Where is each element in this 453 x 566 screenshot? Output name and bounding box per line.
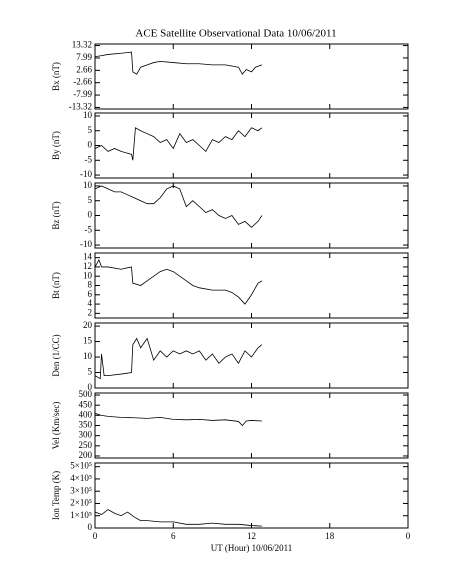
data-line (94, 127, 263, 161)
y-tick-label: 350 (79, 420, 93, 430)
y-tick-label: 12 (83, 261, 92, 271)
y-tick-label: 8 (88, 280, 93, 290)
y-tick-label: -5 (85, 224, 93, 234)
y-axis-label: By (nT) (51, 131, 61, 160)
y-axis-label: Bt (nT) (51, 272, 61, 299)
y-tick-label: 15 (83, 336, 93, 346)
y-tick-label: 0 (88, 522, 93, 532)
y-tick-label: 5×10⁵ (70, 461, 92, 471)
panel-frame (94, 112, 409, 179)
y-tick-label: 0 (88, 382, 93, 392)
y-tick-label: 10 (83, 351, 93, 361)
panel-frame (94, 182, 409, 249)
x-tick-label: 0 (93, 531, 98, 541)
y-axis-label: Den (1/CC) (51, 334, 61, 376)
data-line (94, 259, 263, 305)
y-tick-label: -5 (85, 154, 93, 164)
x-tick-label: 0 (406, 531, 411, 541)
y-tick-label: 5 (88, 125, 93, 135)
panel-frame (94, 462, 409, 529)
y-tick-label: 4×10⁵ (70, 473, 92, 483)
y-tick-label: 250 (79, 440, 93, 450)
x-tick-label: 12 (247, 531, 256, 541)
y-tick-label: 0 (88, 210, 93, 220)
y-tick-label: 13.32 (72, 40, 92, 50)
y-tick-label: 20 (83, 320, 93, 330)
y-axis-label: Ion Temp (K) (51, 471, 61, 520)
y-tick-label: -13.32 (69, 101, 92, 111)
y-tick-label: 7.99 (76, 52, 92, 62)
panel-frame (94, 252, 409, 319)
y-tick-label: 2×10⁵ (70, 498, 92, 508)
data-line (94, 509, 262, 527)
y-axis-label: Bx (nT) (51, 62, 61, 91)
y-tick-label: -10 (80, 169, 92, 179)
y-tick-label: 3×10⁵ (70, 485, 92, 495)
data-line (94, 185, 263, 228)
y-tick-label: -7.99 (73, 89, 92, 99)
panel-frame (94, 322, 409, 389)
x-tick-label: 18 (325, 531, 335, 541)
y-tick-label: 6 (88, 289, 93, 299)
data-line (94, 412, 262, 427)
y-tick-label: 200 (79, 450, 93, 460)
y-tick-label: 400 (79, 409, 93, 419)
y-tick-label: 2 (88, 307, 93, 317)
y-axis-label: Bz (nT) (51, 201, 61, 229)
chart-title: ACE Satellite Observational Data 10/06/2… (135, 28, 336, 40)
y-tick-label: 10 (83, 110, 93, 120)
panel-frame (94, 43, 409, 110)
y-tick-label: 450 (79, 399, 93, 409)
y-tick-label: 300 (79, 430, 93, 440)
data-line (94, 337, 263, 380)
y-tick-label: 1×10⁵ (70, 510, 92, 520)
y-tick-label: 5 (88, 367, 93, 377)
y-tick-label: 0 (88, 140, 93, 150)
panel-frame (94, 392, 409, 459)
x-axis-label: UT (Hour) 10/06/2011 (211, 543, 293, 553)
y-tick-label: 14 (83, 252, 93, 262)
y-tick-label: 4 (88, 298, 93, 308)
y-tick-label: 500 (79, 389, 93, 399)
y-tick-label: 2.66 (76, 64, 92, 74)
data-line (94, 51, 263, 75)
y-tick-label: 10 (83, 270, 93, 280)
y-axis-label: Vel (Km/sec) (51, 402, 61, 450)
y-tick-label: -2.66 (73, 77, 92, 87)
x-tick-label: 6 (171, 531, 176, 541)
y-tick-label: -10 (80, 239, 92, 249)
y-tick-label: 10 (83, 180, 93, 190)
y-tick-label: 5 (88, 195, 93, 205)
